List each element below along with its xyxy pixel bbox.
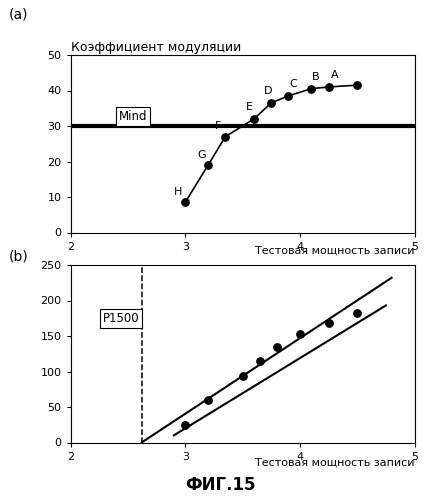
Text: (b): (b) — [9, 250, 29, 264]
Text: G: G — [197, 150, 206, 160]
Point — [285, 92, 292, 100]
Text: E: E — [246, 102, 253, 112]
Point — [354, 308, 361, 316]
Text: A: A — [330, 70, 338, 80]
Point — [308, 84, 315, 92]
Point — [325, 319, 332, 327]
Text: C: C — [289, 78, 297, 88]
Text: (a): (a) — [9, 8, 28, 22]
Point — [250, 115, 258, 123]
Point — [354, 81, 361, 89]
Text: H: H — [174, 187, 183, 197]
Point — [325, 83, 332, 91]
Point — [256, 357, 263, 365]
Point — [205, 161, 212, 169]
Point — [268, 99, 275, 107]
Point — [222, 132, 229, 140]
Point — [205, 396, 212, 404]
Text: D: D — [264, 86, 272, 96]
Text: F: F — [215, 122, 222, 132]
Text: Mind: Mind — [119, 110, 147, 123]
Text: Тестовая мощность записи: Тестовая мощность записи — [255, 246, 415, 256]
Point — [182, 198, 189, 206]
Text: ФИГ.15: ФИГ.15 — [185, 476, 256, 494]
Point — [239, 372, 246, 380]
Text: B: B — [312, 72, 320, 82]
Point — [273, 342, 280, 350]
Text: P1500: P1500 — [103, 312, 139, 325]
Text: Коэффициент модуляции: Коэффициент модуляции — [71, 41, 241, 54]
Point — [182, 421, 189, 429]
Text: Тестовая мощность записи: Тестовая мощность записи — [255, 458, 415, 468]
Point — [296, 330, 303, 338]
